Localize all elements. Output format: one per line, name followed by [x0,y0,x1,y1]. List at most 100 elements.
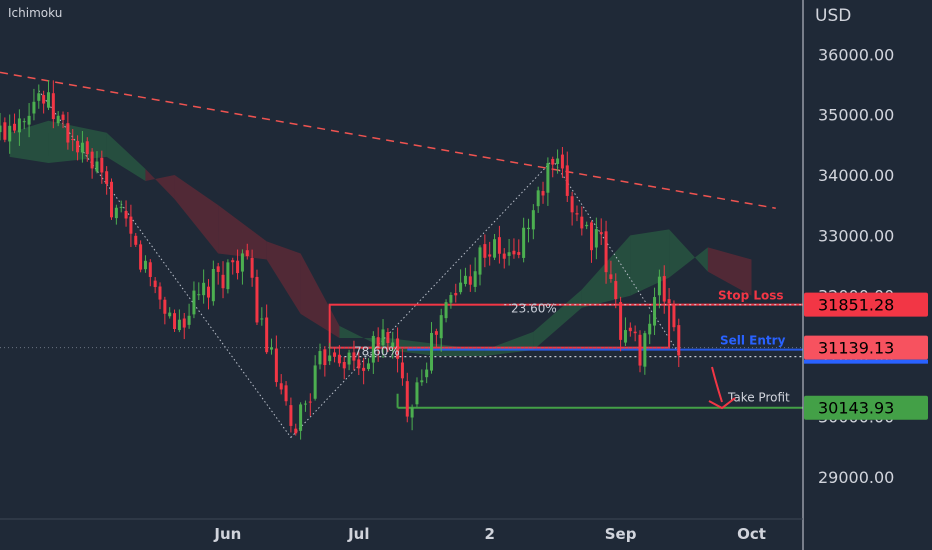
candle-body [444,302,448,319]
candle-body [517,252,521,255]
time-tick-label: 2 [484,525,494,543]
price-tick-label: 35000.00 [818,106,894,125]
resistance-trendline [0,71,776,209]
candle-body [657,276,661,296]
stop-loss-label: Stop Loss [718,289,784,303]
candle-body [638,334,642,366]
fib-label-23: 23.60% [511,302,557,316]
sell-entry-axis-marker [804,359,928,364]
candle-body [488,254,492,257]
price-badge[interactable] [804,292,928,317]
price-badge-label: 31851.28 [818,296,894,315]
candle-body [677,325,681,356]
candle-body [512,250,516,255]
candle-body [434,331,438,335]
candle-body [37,93,41,101]
candle-body [8,125,12,142]
candle-body [124,210,128,219]
candle-body [51,93,55,120]
candle-body [497,237,501,254]
price-axis[interactable]: 36000.00 35000.00 34000.00 33000.00 29000.00… [804,45,928,487]
candle-body [114,207,118,219]
candle-body [221,274,225,289]
candle-body [420,380,424,383]
candle-body [522,227,526,258]
candle-body [318,351,322,365]
candle-body [211,268,215,302]
candle-body [502,253,506,259]
candle-body [531,210,535,230]
candle-body [633,331,637,334]
price-badge[interactable] [804,395,928,420]
candle-body [197,294,201,296]
candle-body [599,232,603,235]
candle-body [560,154,564,169]
candle-body [245,250,249,257]
candle-body [105,171,109,184]
candle-body [236,260,240,274]
candle-body [396,338,400,359]
price-badge[interactable] [804,335,928,360]
candle-body [366,363,370,370]
candle-body [546,163,550,193]
candle-body [284,385,288,402]
candle-body [177,319,181,331]
candle-body [459,282,463,293]
candle-body [575,213,579,215]
candle-body [405,381,409,417]
candle-body [449,295,453,303]
candle-body [478,247,482,275]
candle-body [32,101,36,114]
candle-body [580,216,584,229]
candle-body [22,121,26,123]
descending-trendline [0,71,776,209]
candle-body [279,383,283,390]
candle-body [260,318,264,320]
candle-body [303,403,307,405]
cloud-segment [339,325,388,351]
candle-body [551,158,555,165]
candle-body [240,253,244,272]
candle-body [623,330,627,343]
candle-body [619,302,623,340]
cloud-segment [145,168,175,200]
candle-body [231,260,235,263]
candle-body [294,428,298,434]
candle-body [80,142,84,153]
trade-levels [0,303,803,409]
candle-body [265,317,269,353]
candle-body [100,157,104,173]
time-axis[interactable]: Jun Jul 2 Sep Oct [213,525,766,543]
candle-body [570,196,574,213]
candle-body [609,274,613,279]
candle-body [643,333,647,367]
cloud-segment [106,132,146,182]
candle-body [168,312,172,317]
candle-body [376,337,380,350]
candle-body [391,342,395,348]
candle-body [604,231,608,273]
candle-body [357,359,361,369]
candle-body [439,315,443,339]
cloud-segment [669,229,708,278]
candle-body [66,123,70,143]
price-tick-label: 33000.00 [818,226,894,245]
candle-body [76,140,80,153]
cloud-segment [218,205,267,260]
candle-body [173,313,177,330]
price-tick-label: 34000.00 [818,166,894,185]
candle-body [313,365,317,399]
time-tick-label: Jun [213,525,241,543]
candle-body [362,367,366,371]
candle-body [202,282,206,296]
indicator-name[interactable]: Ichimoku [8,6,62,20]
candle-body [614,281,618,300]
candle-body [541,191,545,196]
candle-body [119,206,123,208]
time-tick-label: Jul [347,525,369,543]
candle-body [536,190,540,207]
down-arrow-icon [711,366,723,403]
price-badge-label: 31139.13 [818,339,894,358]
